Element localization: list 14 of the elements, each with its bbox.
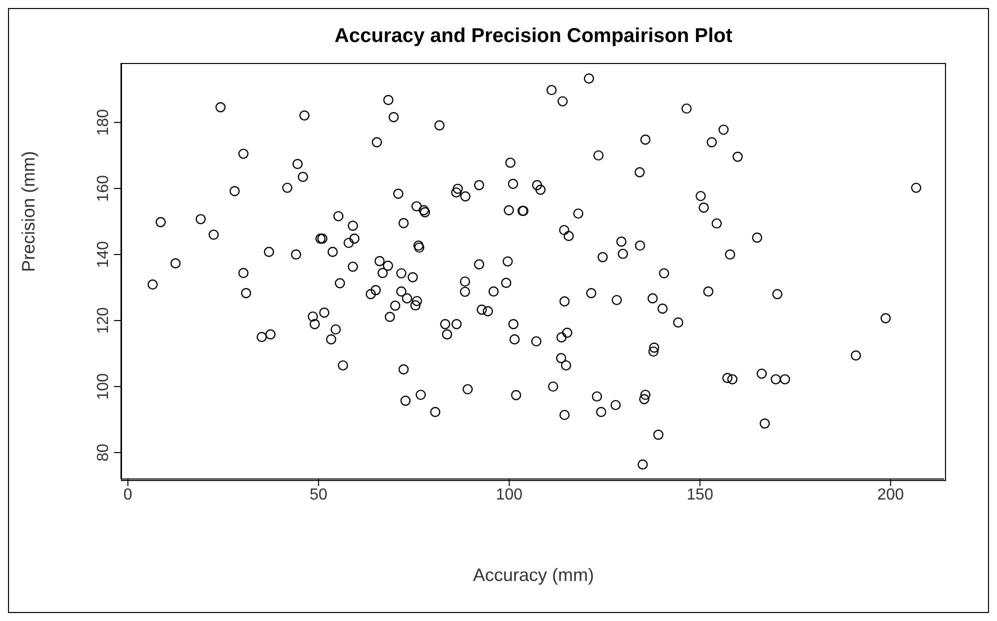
y-axis-title: Precision (mm) — [18, 150, 38, 272]
x-tick-label: 0 — [123, 486, 132, 504]
y-tick-label: 100 — [95, 373, 112, 400]
y-tick-label: 140 — [95, 241, 112, 268]
chart-title: Accuracy and Precision Compairison Plot — [334, 25, 734, 48]
x-tick-label: 100 — [496, 486, 523, 504]
y-tick-label: 160 — [95, 175, 112, 202]
x-tick-label: 200 — [877, 486, 904, 504]
x-tick-label: 150 — [686, 486, 714, 504]
y-tick-label: 180 — [95, 108, 112, 136]
x-axis-title: Accuracy (mm) — [472, 565, 595, 586]
x-tick-label: 50 — [310, 486, 328, 504]
y-tick-label: 120 — [95, 307, 112, 334]
y-tick-label: 80 — [95, 444, 112, 462]
